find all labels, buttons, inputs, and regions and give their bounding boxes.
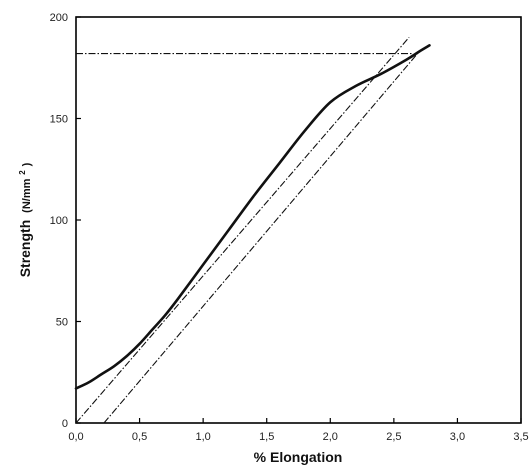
y-tick-label-3: 150	[50, 114, 68, 126]
y-tick-label-0: 0	[62, 418, 68, 430]
y-tick-label-2: 100	[50, 215, 68, 227]
x-tick-label-0: 0,0	[68, 431, 83, 443]
y-tick-label-4: 200	[50, 12, 68, 24]
x-tick-label-2: 1,0	[195, 431, 210, 443]
y-tick-label-1: 50	[56, 317, 68, 329]
plot-frame	[75, 16, 522, 424]
y-axis-ticks: 0 50 100 150 200	[50, 12, 81, 430]
reference-line-2	[103, 51, 420, 424]
x-tick-label-7: 3,5	[513, 431, 528, 443]
x-axis-title: % Elongation	[254, 449, 343, 465]
y-axis-title-unit-sup: 2	[18, 170, 27, 175]
x-tick-label-6: 3,0	[450, 431, 465, 443]
y-axis-title-unit: (N/mm	[21, 178, 33, 212]
x-tick-label-3: 1,5	[259, 431, 274, 443]
x-tick-label-1: 0,5	[132, 431, 147, 443]
y-axis-title-main: Strength	[17, 220, 33, 278]
stress-strain-curve-0	[74, 44, 431, 390]
reference-line-1	[75, 36, 410, 424]
x-tick-label-4: 2,0	[323, 431, 338, 443]
x-tick-label-5: 2,5	[386, 431, 401, 443]
y-axis-title: Strength (N/mm 2 )	[12, 162, 33, 277]
series-layer	[74, 36, 431, 424]
x-axis-ticks: 0,0 0,5 1,0 1,5 2,0 2,5 3,0 3,5	[68, 418, 529, 443]
y-axis-title-unit-close: )	[21, 162, 33, 166]
